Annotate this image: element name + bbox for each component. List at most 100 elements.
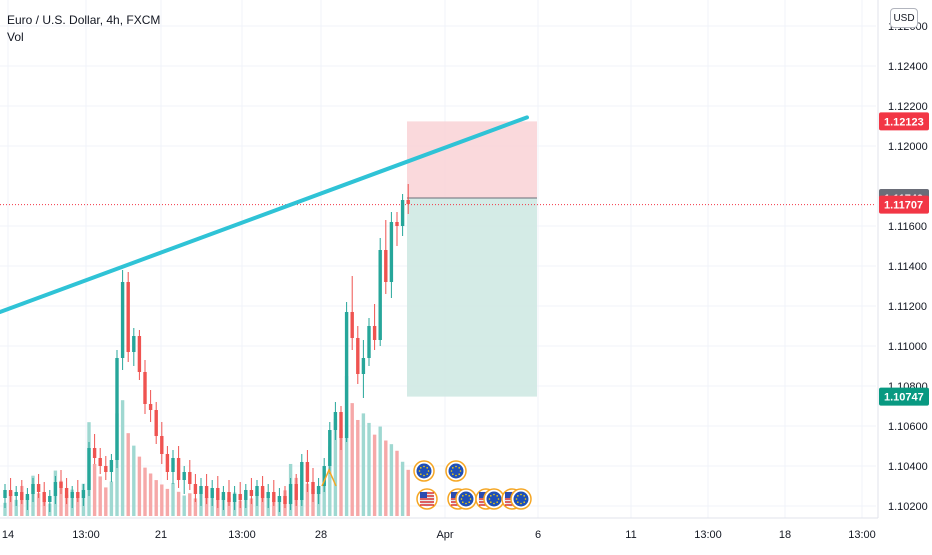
volume-bar [311, 488, 315, 516]
time-tick-label: Apr [436, 529, 453, 541]
candle-body [350, 312, 354, 338]
candle-body [266, 492, 270, 498]
time-tick-label: 13:00 [694, 529, 722, 541]
candle-body [143, 372, 147, 404]
price-tick-label: 1.10200 [888, 501, 928, 513]
eu-flag-icon [483, 488, 505, 510]
us-flag-icon [416, 488, 438, 510]
candle-body [249, 490, 254, 496]
economic-events[interactable] [321, 460, 532, 510]
candle-body [406, 200, 410, 204]
price-axis[interactable]: 1.126001.124001.122001.120001.116001.114… [877, 0, 928, 518]
candle-body [98, 458, 102, 466]
volume-bar [372, 434, 377, 516]
candle-body [238, 494, 242, 500]
stop-loss-zone [407, 121, 537, 198]
svg-text:1.10747: 1.10747 [884, 392, 924, 404]
candle-body [76, 492, 80, 498]
volume-bar [260, 488, 265, 516]
volume-bar [344, 376, 349, 516]
candle-body [20, 492, 24, 500]
volume-bar [160, 484, 164, 516]
volume-bar [333, 419, 338, 516]
volume-bar [98, 476, 102, 516]
candle-body [244, 490, 248, 500]
volume-bar [400, 461, 405, 516]
volume-bar [227, 497, 231, 516]
volume-bar [126, 433, 130, 516]
volume-bar [395, 450, 399, 516]
volume-bar [64, 494, 69, 516]
candle-body [36, 484, 41, 492]
trendline-layer[interactable] [0, 115, 529, 314]
time-tick-label: 28 [315, 529, 327, 541]
volume-label[interactable]: Vol [7, 30, 24, 44]
volume-bar [132, 445, 136, 516]
currency-button[interactable]: USD [890, 8, 918, 28]
volume-bar [188, 493, 192, 516]
candle-body [339, 412, 343, 438]
volume-bar [204, 496, 209, 516]
candle-body [372, 326, 377, 340]
volume-bar [165, 488, 170, 516]
candle-body [277, 496, 282, 502]
price-series [3, 184, 410, 512]
take-profit-zone [407, 198, 537, 397]
volume-bar [137, 456, 142, 516]
volume-bar [182, 495, 186, 516]
time-tick-label: 13:00 [848, 529, 876, 541]
volume-bar [406, 469, 410, 516]
candle-body [272, 492, 276, 502]
position-tool[interactable] [0, 121, 876, 397]
candle-body [400, 200, 405, 226]
candle-body [154, 410, 158, 436]
candle-body [260, 486, 265, 498]
time-tick-label: 21 [155, 529, 167, 541]
candle-body [333, 412, 338, 430]
volume-bar [143, 467, 147, 516]
volume-bar [42, 499, 46, 516]
eu-flag-icon [510, 488, 532, 510]
candle-body [199, 486, 203, 494]
candle-body [148, 404, 153, 410]
candle-body [204, 486, 209, 498]
time-tick-label: 14 [2, 529, 14, 541]
candle-body [126, 282, 130, 352]
volume-bar [378, 426, 382, 516]
time-tick-label: 13:00 [72, 529, 100, 541]
time-tick-label: 11 [625, 529, 636, 541]
candle-body [64, 488, 69, 498]
volume-bar [14, 499, 18, 516]
volume-bar [120, 400, 125, 516]
volume-bar [367, 422, 371, 516]
candle-body [389, 222, 394, 282]
candle-body [361, 358, 366, 374]
candle-body [31, 484, 35, 494]
candle-body [311, 482, 315, 494]
symbol-title[interactable]: Euro / U.S. Dollar, 4h, FXCM [7, 13, 161, 27]
candle-body [14, 492, 18, 496]
eu-flag-icon [413, 460, 435, 482]
volume-bar [305, 483, 310, 516]
volume-bar [148, 473, 153, 516]
volume-bar [3, 502, 7, 516]
candle-body [188, 472, 192, 484]
volume-bar [238, 500, 242, 516]
svg-text:1.11707: 1.11707 [884, 200, 923, 212]
candle-body [294, 484, 298, 500]
time-tick-label: 18 [779, 529, 791, 541]
candle-body [316, 486, 321, 494]
candle-body [137, 336, 142, 372]
price-badge-target: 1.10747 [879, 387, 929, 406]
candle-body [378, 250, 382, 340]
price-tick-label: 1.11000 [888, 341, 927, 353]
volume-bar [8, 491, 13, 516]
volume-bar [59, 480, 63, 516]
candle-body [165, 454, 170, 472]
volume-bar [328, 446, 332, 516]
candle-body [70, 492, 74, 498]
time-axis[interactable]: 14 13:00 21 13:00 28 Apr 6 11 13:00 18 13:00 [0, 517, 878, 541]
volume-bar [356, 419, 360, 516]
